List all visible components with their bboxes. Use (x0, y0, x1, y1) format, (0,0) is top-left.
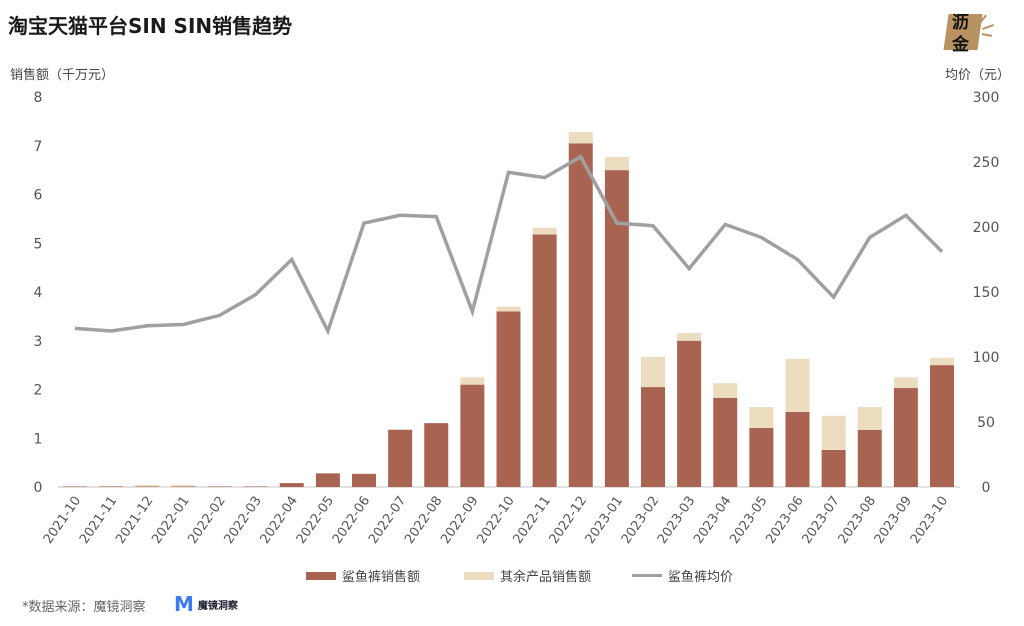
legend-swatch-other (464, 571, 494, 580)
shark-sales-bar (821, 449, 846, 487)
bar-group (930, 357, 954, 487)
brand-logo-char1: 沥 (952, 13, 969, 33)
source-logo-mark: M (174, 592, 194, 616)
right-axis-tick: 200 (973, 220, 1000, 236)
left-axis-tick: 8 (34, 90, 43, 106)
bar-group (857, 407, 882, 487)
chart-title: 淘宝天猫平台SIN SIN销售趋势 (8, 14, 293, 38)
right-axis-tick: 50 (977, 415, 995, 431)
data-source-note: *数据来源：魔镜洞察 (22, 600, 146, 615)
bar-group (99, 486, 124, 487)
bar-group (279, 483, 304, 487)
right-axis-tick: 300 (973, 90, 1000, 106)
shark-sales-bar (677, 340, 702, 487)
bar-group (893, 377, 918, 487)
bar-group (460, 377, 485, 487)
legend-label: 其余产品销售额 (500, 570, 592, 585)
right-axis-tick: 100 (973, 350, 1000, 366)
x-axis-tick: 2023-10 (908, 494, 951, 547)
left-axis-tick: 2 (34, 383, 43, 399)
shark-sales-bar (713, 397, 738, 487)
other-sales-bar (460, 377, 485, 385)
bar-group (315, 473, 340, 487)
other-sales-bar (930, 357, 954, 366)
brand-logo-char2: 金 (952, 35, 969, 55)
left-axis-tick: 0 (34, 480, 43, 496)
bar-group (532, 227, 557, 487)
right-axis-tick: 150 (973, 285, 1000, 301)
shark-sales-bar (930, 365, 954, 487)
legend-label: 鲨鱼裤均价 (668, 570, 734, 585)
bar-group (496, 306, 521, 487)
other-sales-bar (821, 415, 846, 450)
other-sales-bar (532, 227, 557, 235)
legend-item-other-sales: 其余产品销售额 (464, 566, 591, 585)
source-logo: M 魔镜洞察 (174, 592, 238, 616)
right-axis-label: 均价（元） (944, 68, 1010, 83)
shark-sales-bar (532, 234, 557, 487)
other-sales-bar (641, 356, 665, 388)
other-sales-bar (677, 332, 702, 341)
right-axis-tick: 250 (973, 155, 1000, 171)
other-sales-bar (713, 383, 738, 398)
other-sales-bar (785, 358, 810, 412)
other-sales-bar (171, 485, 196, 487)
shark-sales-bar (568, 143, 593, 487)
bar-group (171, 485, 196, 487)
bar-group (135, 485, 160, 487)
left-axis-tick: 5 (34, 236, 43, 252)
avg-price-line (74, 154, 944, 336)
bar-group (424, 423, 449, 487)
bar-group (713, 383, 738, 487)
shark-sales-bar (315, 473, 340, 487)
other-sales-bar (388, 428, 413, 430)
legend-label: 鲨鱼裤销售额 (342, 570, 421, 585)
source-logo-text: 魔镜洞察 (197, 600, 238, 612)
left-axis-tick: 7 (34, 139, 43, 155)
left-axis-tick: 3 (34, 334, 43, 350)
shark-sales-bar (749, 428, 774, 487)
shark-sales-bar (641, 387, 665, 487)
legend-item-avg-price: 鲨鱼裤均价 (632, 566, 733, 585)
other-sales-bar (893, 377, 918, 389)
shark-sales-bar (604, 170, 629, 487)
bar-group (785, 358, 810, 487)
shark-sales-bar (460, 384, 485, 487)
bar-group (749, 407, 774, 487)
legend-swatch-line (632, 574, 662, 577)
legend-swatch-shark (306, 571, 336, 580)
left-axis-tick: 4 (34, 285, 43, 301)
shark-sales-bar (424, 423, 449, 487)
legend-item-shark-sales: 鲨鱼裤销售额 (306, 566, 420, 585)
left-axis-tick: 6 (34, 188, 43, 204)
bar-group (821, 415, 846, 487)
shark-sales-bar (352, 473, 376, 487)
shark-sales-bar (388, 429, 413, 487)
other-sales-bar (496, 306, 521, 312)
left-axis-label: 销售额（千万元） (10, 68, 115, 83)
shark-sales-bar (893, 388, 918, 487)
shark-sales-bar (785, 411, 810, 487)
other-sales-bar (857, 407, 882, 430)
left-axis-tick: 1 (34, 431, 43, 447)
combo-chart: 0123456780501001502002503002021-102021-1… (34, 90, 1000, 547)
bar-group (641, 356, 665, 487)
brand-logo: 沥 金 (938, 4, 998, 56)
other-sales-bar (135, 485, 160, 487)
other-sales-bar (568, 132, 593, 144)
shark-sales-bar (496, 311, 521, 487)
bar-group (352, 473, 376, 487)
bar-group (677, 332, 702, 487)
right-axis-tick: 0 (982, 480, 991, 496)
other-sales-bar (749, 407, 774, 429)
other-sales-bar (604, 156, 629, 171)
bar-group (388, 428, 413, 487)
shark-sales-bar (279, 483, 304, 487)
bar-group (568, 132, 593, 487)
shark-sales-bar (857, 429, 882, 487)
